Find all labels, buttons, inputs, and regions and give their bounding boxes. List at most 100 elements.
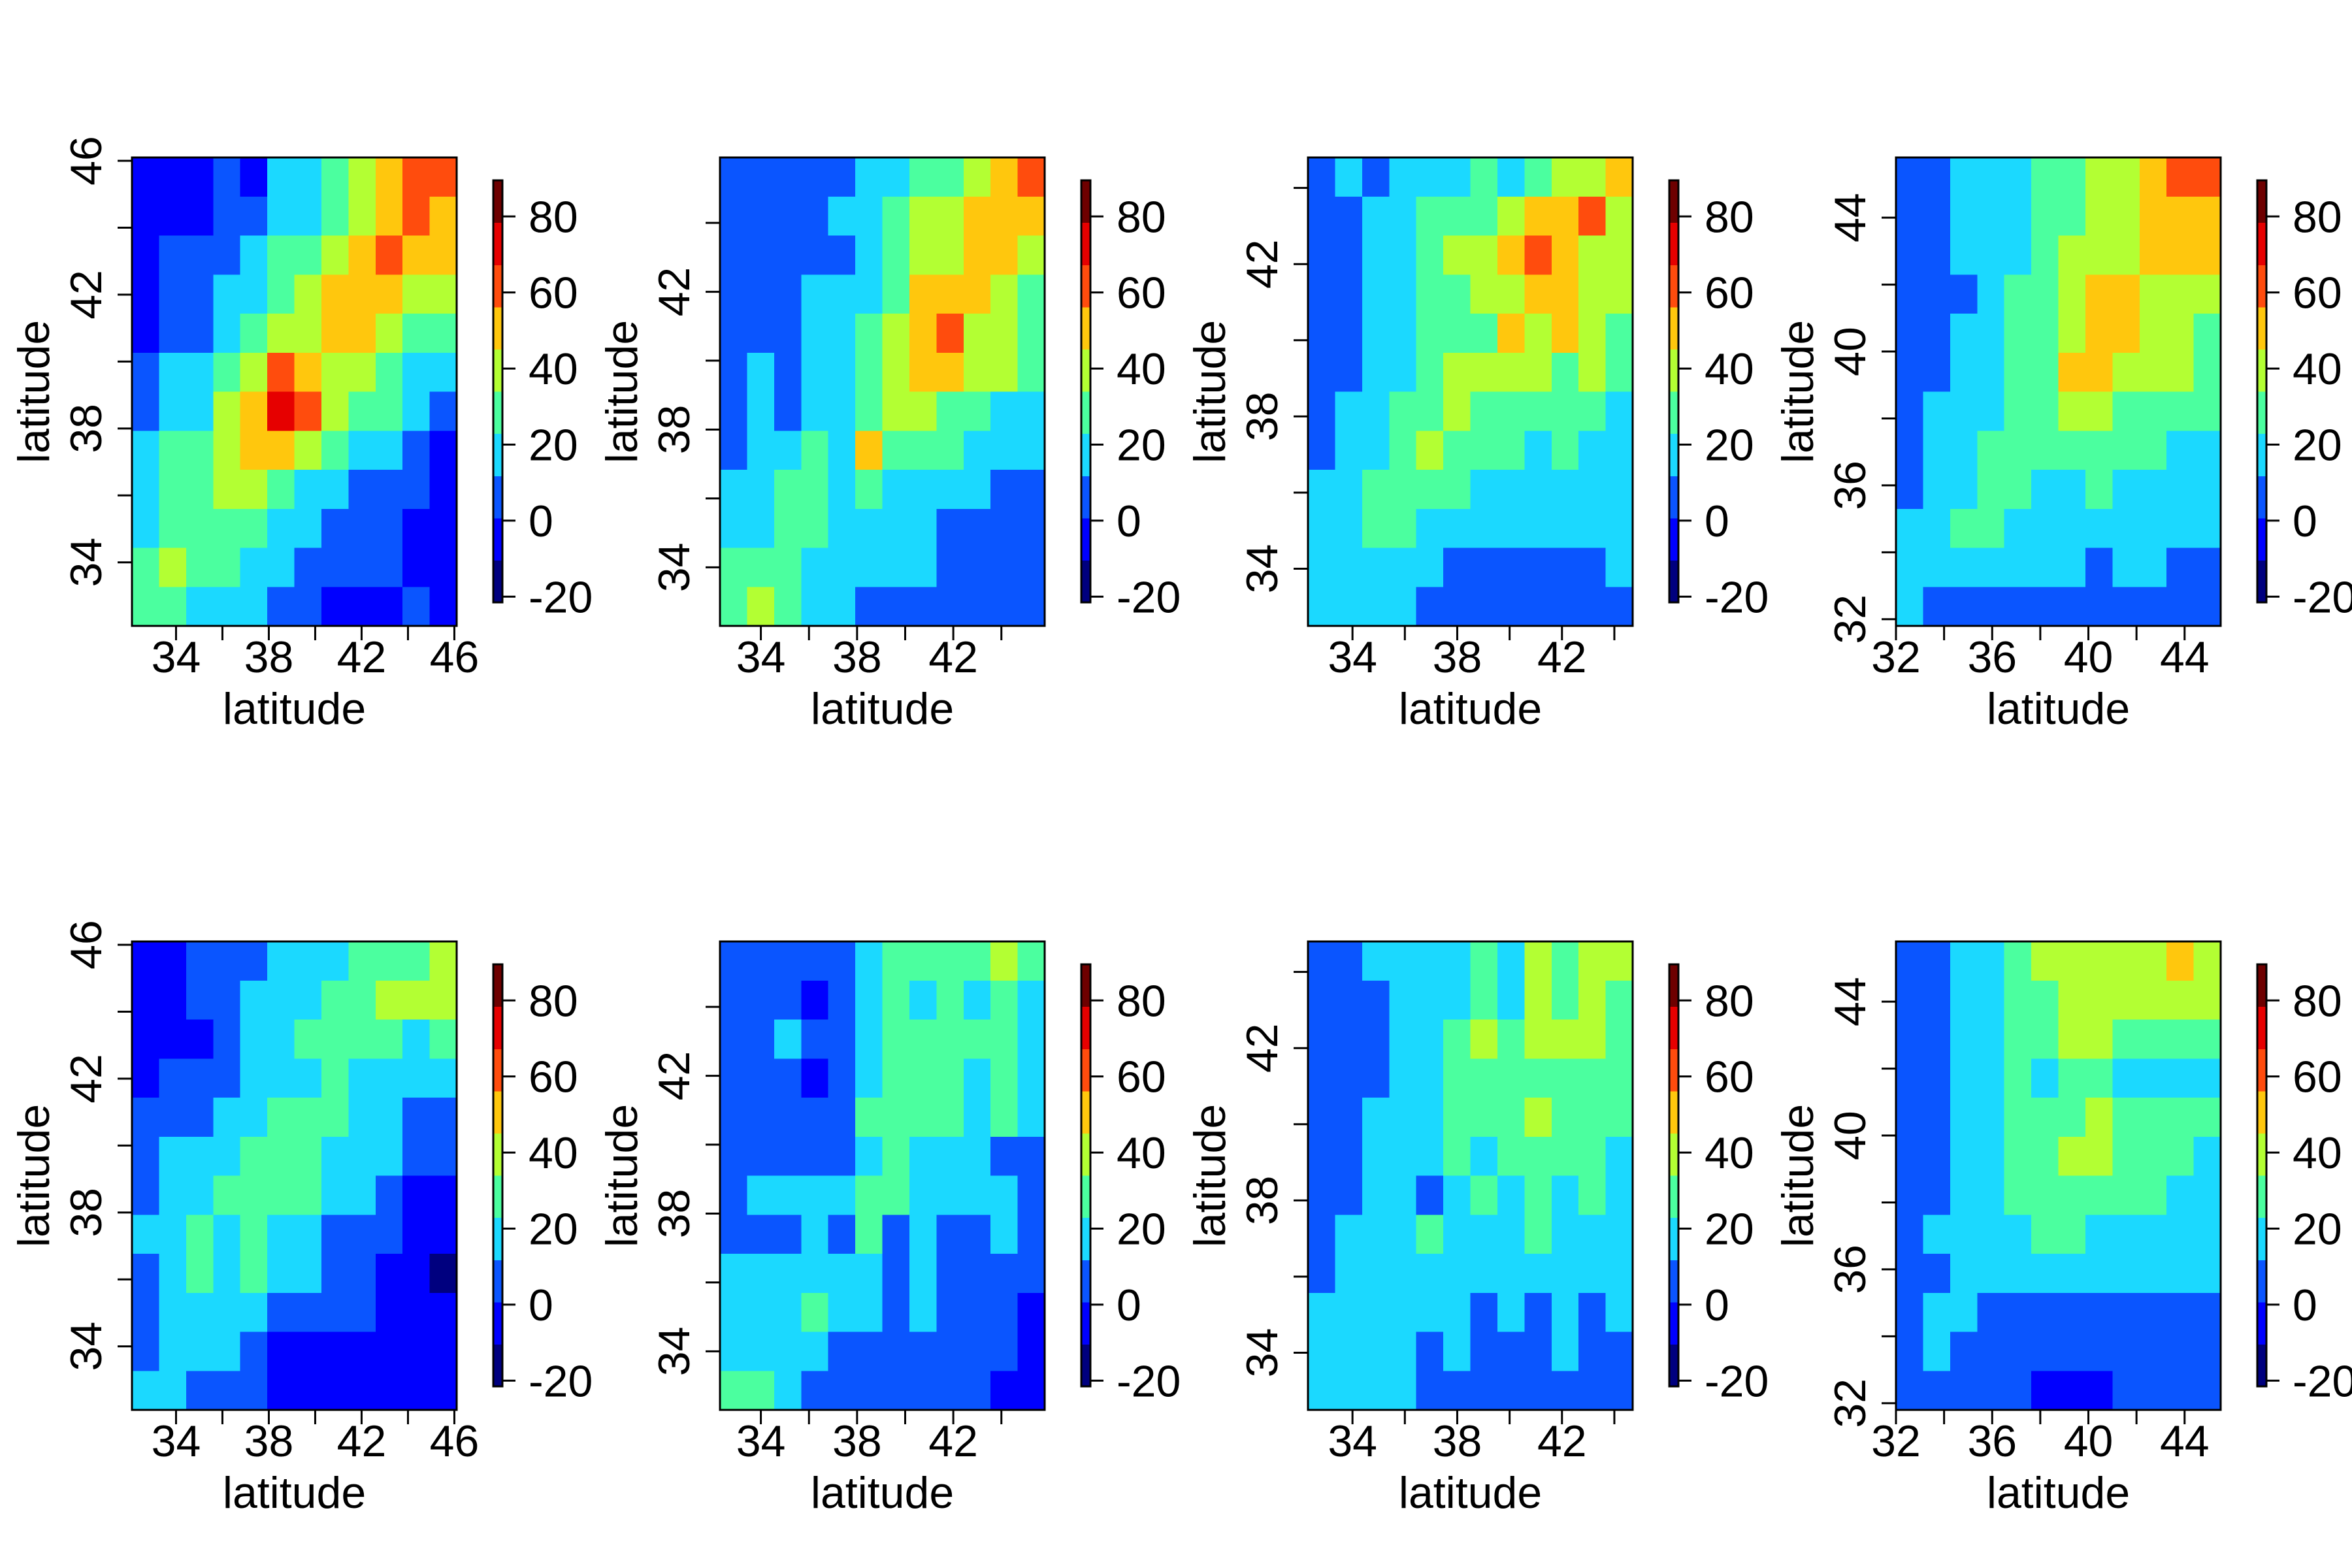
colorbar-tick-label: 60 (529, 269, 578, 318)
x-tick-label: 42 (1537, 632, 1587, 682)
heatmap-cell (909, 1098, 937, 1137)
heatmap-cell (2031, 1136, 2059, 1177)
heatmap-cell (1389, 547, 1417, 587)
heatmap-cell (882, 508, 910, 549)
heatmap-cell (321, 1019, 349, 1059)
heatmap-cell (1017, 1215, 1045, 1254)
heatmap-cell (720, 1254, 748, 1294)
heatmap-cell (429, 196, 457, 237)
heatmap-cell (1443, 1058, 1471, 1098)
heatmap-cell (267, 1331, 295, 1371)
heatmap-cell (159, 587, 187, 627)
heatmap-cell (1017, 1058, 1045, 1098)
colorbar-tick-label: 40 (529, 1128, 578, 1178)
heatmap-cell (936, 587, 964, 627)
heatmap-cell (267, 274, 295, 314)
heatmap-cell (909, 196, 937, 237)
heatmap-cell (213, 431, 241, 470)
heatmap-cell (240, 274, 268, 314)
heatmap-cell (1416, 470, 1444, 510)
heatmap-cell (186, 1292, 214, 1333)
heatmap-cell (801, 196, 829, 237)
colorbar-tick-label: 60 (1117, 1053, 1166, 1102)
colorbar-swatch (1669, 1133, 1678, 1176)
heatmap-cell (2031, 508, 2059, 549)
heatmap-cell (747, 1098, 775, 1137)
heatmap-panel-8: 32 36 40 44 latitude 32 36 40 44 latitude -20 0 20 40… (1773, 940, 2352, 1518)
heatmap-cell (801, 1058, 829, 1098)
heatmap-cell (774, 391, 802, 431)
colorbar: -20 0 20 40 60 80 (1080, 963, 1181, 1406)
colorbar-tick-label: 40 (2293, 344, 2342, 394)
heatmap-cell (132, 1019, 160, 1059)
heatmap-cell (402, 1254, 431, 1294)
colorbar-tick-label: 0 (1705, 497, 1729, 546)
heatmap-cell (1950, 391, 1978, 431)
heatmap-panel-1: 34 38 42 46 latitude 34 38 42 46 latitude -20 0 20 40… (9, 136, 593, 734)
heatmap-cell (1443, 508, 1471, 549)
heatmap-cell (1578, 1019, 1607, 1059)
heatmap-cell (963, 547, 991, 587)
colorbar-swatch (2257, 1217, 2266, 1260)
heatmap-cell (267, 941, 295, 981)
heatmap-cell (2166, 196, 2195, 237)
heatmap-cell (909, 1292, 937, 1333)
heatmap-cell (2085, 1175, 2113, 1215)
colorbar-swatch (1081, 1133, 1090, 1176)
colorbar-swatch (493, 306, 502, 350)
heatmap-cell (294, 547, 322, 587)
heatmap-cell (294, 1175, 322, 1215)
x-tick-label: 32 (1871, 632, 1921, 682)
heatmap-cell (159, 941, 187, 981)
colorbar-swatch (1669, 1217, 1678, 1260)
heatmap-cell (213, 1175, 241, 1215)
heatmap-cell (1017, 391, 1045, 431)
heatmap-cell (1950, 587, 1978, 627)
heatmap-cell (375, 352, 403, 393)
heatmap-cell (801, 1331, 829, 1371)
heatmap-cell (1923, 352, 1951, 393)
heatmap-cell (2166, 352, 2195, 393)
heatmap-cell (2166, 941, 2195, 981)
heatmap-cell (1389, 157, 1417, 197)
heatmap-cell (720, 508, 748, 549)
heatmap-cell (2139, 196, 2167, 237)
colorbar-tick-label: -20 (1117, 1356, 1181, 1406)
heatmap-cell (1470, 1058, 1498, 1098)
heatmap-cell (1605, 1215, 1633, 1254)
heatmap-cell (1389, 196, 1417, 237)
y-tick-label: 46 (61, 920, 111, 970)
heatmap-cell (1335, 1175, 1363, 1215)
heatmap-cell (828, 1371, 856, 1411)
heatmap-cell (963, 196, 991, 237)
colorbar-swatch (1081, 1301, 1090, 1345)
colorbar-swatch (493, 1217, 502, 1260)
heatmap-cell (855, 1098, 883, 1137)
heatmap-cell (882, 196, 910, 237)
heatmap-cell (936, 1292, 964, 1333)
heatmap-cell (1362, 352, 1390, 393)
heatmap-cell (159, 1215, 187, 1254)
heatmap-cell (1497, 314, 1525, 353)
heatmap-cell (1950, 1136, 1978, 1177)
heatmap-cell (159, 1136, 187, 1177)
y-tick-label: 34 (61, 538, 111, 587)
heatmap-cell (1923, 470, 1951, 510)
heatmap-cell (1443, 941, 1471, 981)
heatmap-cell (2112, 1098, 2140, 1137)
colorbar-tick-label: 20 (529, 420, 578, 470)
heatmap-cell (429, 1371, 457, 1411)
heatmap-cell (1335, 274, 1363, 314)
heatmap-cell (1923, 431, 1951, 470)
colorbar-tick-label: 20 (1117, 420, 1166, 470)
heatmap-cell (1362, 1331, 1390, 1371)
heatmap-cell (2193, 1254, 2221, 1294)
heatmap-cell (747, 1331, 775, 1371)
heatmap-cell (402, 1371, 431, 1411)
y-tick-label: 38 (1237, 1176, 1287, 1226)
heatmap-cell (2166, 1175, 2195, 1215)
heatmap-cell (2058, 508, 2086, 549)
colorbar-swatch (493, 1301, 502, 1345)
heatmap-cell (801, 314, 829, 353)
heatmap-cell (1896, 274, 1924, 314)
